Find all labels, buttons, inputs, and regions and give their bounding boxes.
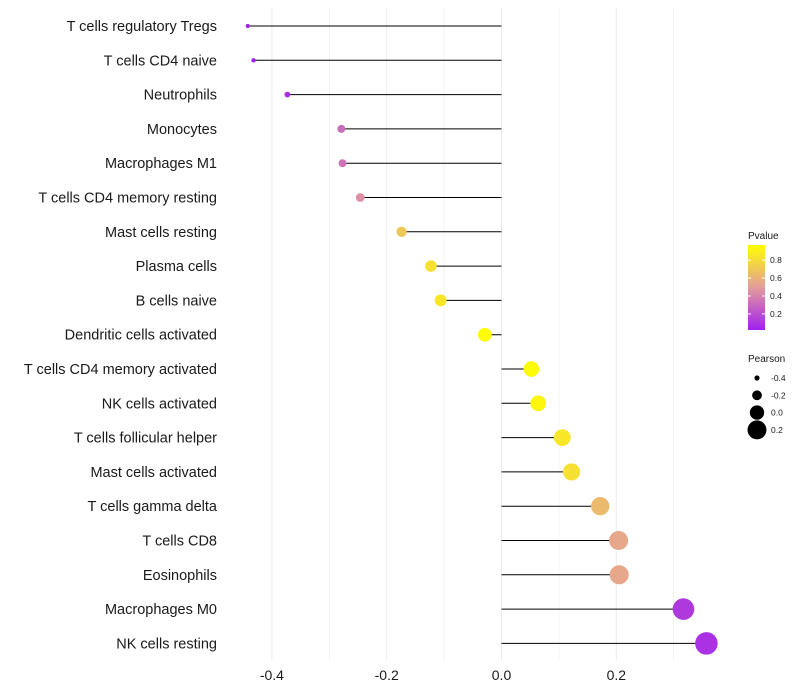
grid-layer xyxy=(271,8,675,660)
pearson-size-label: -0.2 xyxy=(771,390,786,400)
pvalue-legend: Pvalue 0.8 0.6 0.4 0.2 xyxy=(748,231,782,330)
category-label: Plasma cells xyxy=(136,259,217,275)
category-labels: T cells regulatory Tregs T cells CD4 naiv… xyxy=(24,19,218,652)
lollipop-dot xyxy=(251,58,256,63)
pearson-size-key xyxy=(754,375,760,381)
category-label: T cells CD4 memory resting xyxy=(38,191,217,207)
pearson-legend: Pearson -0.4 -0.2 0.0 0.2 xyxy=(747,354,786,440)
category-label: NK cells activated xyxy=(102,396,217,412)
pearson-size-label: -0.4 xyxy=(771,373,786,383)
pvalue-tick-label: 0.6 xyxy=(770,273,782,283)
lollipop-dot xyxy=(425,260,437,272)
x-tick-label: -0.2 xyxy=(375,667,399,683)
category-label: Dendritic cells activated xyxy=(65,328,217,344)
lollipop-dot xyxy=(245,23,250,29)
pvalue-colorbar xyxy=(748,245,765,330)
lollipop-dot xyxy=(478,327,492,342)
pvalue-tick-label: 0.4 xyxy=(770,291,782,301)
pearson-legend-title: Pearson xyxy=(748,354,785,365)
category-label: Macrophages M0 xyxy=(105,602,217,618)
lollipop-dot xyxy=(591,497,610,516)
category-label: T cells CD4 naive xyxy=(104,53,217,69)
lollipop-dot xyxy=(562,463,581,481)
category-label: T cells regulatory Tregs xyxy=(67,19,217,35)
stem-layer xyxy=(247,25,707,644)
pearson-size-key xyxy=(747,420,767,440)
category-label: Macrophages M1 xyxy=(105,156,217,172)
category-label: Neutrophils xyxy=(144,88,217,104)
lollipop-dot xyxy=(609,565,629,585)
category-label: T cells CD8 xyxy=(142,534,217,550)
category-label: Eosinophils xyxy=(143,568,217,584)
category-label: T cells follicular helper xyxy=(74,431,217,447)
pearson-size-key xyxy=(752,390,762,401)
dot-layer xyxy=(245,23,718,655)
x-tick-label: 0.2 xyxy=(607,667,627,683)
lollipop-dot xyxy=(338,159,347,168)
pvalue-tick-label: 0.8 xyxy=(770,255,782,265)
lollipop-dot xyxy=(609,530,629,551)
x-axis-ticks: -0.4 -0.2 0.0 0.2 xyxy=(260,667,626,683)
pvalue-tick-label: 0.2 xyxy=(770,309,782,319)
lollipop-dot xyxy=(396,226,407,237)
category-label: Mast cells resting xyxy=(105,225,217,241)
pearson-size-label: 0.2 xyxy=(771,425,783,435)
category-label: T cells CD4 memory activated xyxy=(24,362,217,378)
lollipop-dot xyxy=(337,124,346,133)
category-label: T cells gamma delta xyxy=(88,499,218,515)
lollipop-dot xyxy=(284,91,291,98)
lollipop-dot xyxy=(553,429,571,446)
pearson-size-label: 0.0 xyxy=(771,408,783,418)
category-label: B cells naive xyxy=(136,293,217,309)
lollipop-dot xyxy=(672,598,695,620)
pvalue-legend-title: Pvalue xyxy=(748,231,779,242)
lollipop-dot xyxy=(530,395,547,412)
category-label: NK cells resting xyxy=(116,636,217,652)
category-label: Mast cells activated xyxy=(90,465,217,481)
x-tick-label: -0.4 xyxy=(260,667,284,683)
category-label: Monocytes xyxy=(147,122,217,138)
x-tick-label: 0.0 xyxy=(492,667,512,683)
lollipop-dot xyxy=(695,632,718,655)
lollipop-dot xyxy=(523,361,540,377)
pearson-size-key xyxy=(749,405,765,420)
lollipop-dot xyxy=(434,294,447,307)
lollipop-dot xyxy=(355,193,365,202)
